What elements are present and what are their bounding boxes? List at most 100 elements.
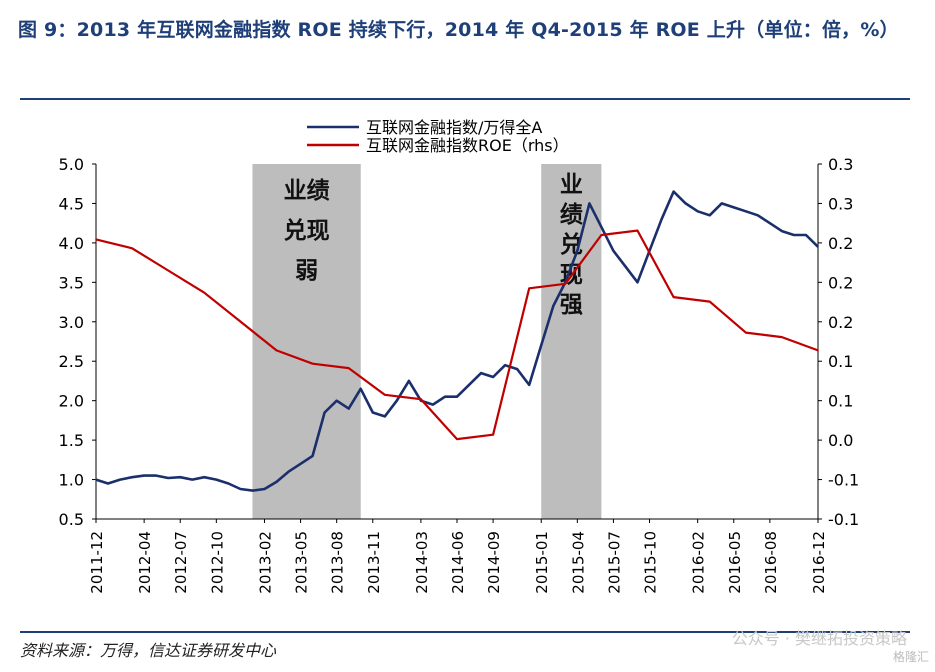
data-point [251, 489, 254, 492]
y-right-tick-label: 0.2 [828, 234, 853, 253]
data-point [444, 395, 446, 398]
chart-title: 图 9：2013 年互联网金融指数 ROE 持续下行，2014 年 Q4-201… [18, 19, 899, 41]
data-point [323, 411, 326, 414]
footer-divider [20, 631, 910, 633]
y-right-tick-label: 0.1 [828, 392, 853, 411]
data-point [275, 481, 278, 483]
y-right-tick-label: -0.1 [828, 471, 859, 490]
data-point [672, 296, 675, 298]
axes: 0.5 1.0 1.5 2.0 2.5 3.0 3.5 4.0 4.5 5.0 -0.1 -0.1 0.… [59, 155, 860, 594]
x-tick-label: 2016-08 [762, 531, 780, 594]
data-point [720, 202, 723, 205]
data-point [287, 470, 290, 473]
data-point [757, 214, 759, 217]
x-tick-label: 2012-04 [136, 531, 154, 594]
data-point [588, 202, 591, 205]
data-point [624, 265, 627, 268]
data-point [432, 403, 434, 406]
shaded-region-label: 兑现 [284, 217, 330, 244]
data-point [311, 362, 314, 365]
x-tick-label: 2013-05 [293, 531, 311, 594]
data-point [335, 399, 338, 402]
data-point [143, 474, 145, 477]
x-tick-label: 2015-04 [569, 531, 587, 594]
data-point [781, 230, 783, 232]
y-right-tick-label: 0.1 [828, 352, 853, 371]
x-tick-label: 2013-08 [329, 531, 347, 594]
x-tick-label: 2015-01 [533, 531, 551, 594]
source-note: 资料来源：万得，信达证券研发中心 [20, 641, 277, 660]
data-point [456, 395, 458, 398]
y-right-tick-label: 0.3 [828, 194, 853, 213]
data-point [239, 488, 242, 490]
data-point [95, 478, 97, 481]
data-point [347, 367, 350, 369]
data-point [793, 234, 795, 236]
data-point [612, 249, 615, 252]
y-left-tick-label: 3.5 [59, 273, 84, 292]
data-point [600, 234, 603, 236]
x-tick-label: 2014-03 [413, 531, 431, 594]
shaded-region-label: 业 [560, 172, 583, 198]
shaded-region-label: 强 [560, 292, 583, 318]
data-point [299, 462, 302, 465]
x-tick-label: 2013-11 [365, 531, 383, 594]
data-point [191, 478, 194, 481]
data-point [203, 291, 206, 294]
y-left-tick-label: 0.5 [59, 510, 84, 529]
y-left-tick-label: 2.0 [59, 392, 84, 411]
data-point [745, 331, 747, 334]
data-point [516, 368, 518, 370]
data-point [552, 305, 555, 307]
x-tick-label: 2014-06 [449, 531, 467, 594]
shaded-region-label: 业绩 [284, 177, 330, 204]
shaded-region-label: 绩 [560, 201, 583, 228]
data-point [179, 476, 182, 478]
x-tick-label: 2016-02 [690, 531, 708, 594]
x-tick-label: 2014-09 [485, 531, 503, 594]
x-tick-label: 2013-02 [256, 531, 274, 594]
y-right-tick-label: 0.2 [828, 273, 853, 292]
data-point [347, 407, 350, 410]
y-right-tick-label: 0.2 [828, 313, 853, 332]
data-point [263, 488, 266, 490]
y-right-tick-label: 0.0 [828, 431, 853, 450]
data-point [215, 478, 218, 481]
data-point [672, 190, 675, 193]
legend-label: 互联网金融指数/万得全A [366, 118, 542, 137]
data-point [384, 393, 386, 396]
data-point [227, 482, 230, 485]
x-tick-label: 2015-10 [642, 531, 660, 594]
data-point [396, 399, 398, 402]
shaded-region [541, 164, 602, 519]
data-point [805, 234, 807, 236]
series-lines [95, 190, 819, 492]
data-point [708, 214, 711, 217]
data-point [817, 246, 819, 248]
data-point [696, 210, 699, 213]
shaded-region-label: 弱 [295, 258, 318, 284]
series-line-roe [95, 229, 819, 441]
data-point [600, 226, 603, 228]
y-left-tick-label: 4.0 [59, 234, 84, 253]
data-point [384, 415, 386, 418]
data-point [769, 222, 771, 224]
y-left-tick-label: 5.0 [59, 155, 84, 174]
x-tick-label: 2012-07 [172, 531, 190, 594]
data-point [528, 287, 530, 290]
data-point [167, 269, 169, 272]
data-point [371, 411, 374, 414]
data-point [107, 482, 109, 485]
data-point [468, 384, 470, 386]
y-left-tick-label: 4.5 [59, 194, 84, 213]
y-left-tick-label: 2.5 [59, 352, 84, 371]
data-point [708, 300, 711, 303]
data-point [576, 249, 579, 252]
data-point [131, 247, 133, 250]
y-left-tick-label: 3.0 [59, 313, 84, 332]
data-point [167, 477, 169, 479]
y-left-tick-label: 1.0 [59, 471, 84, 490]
data-point [155, 474, 157, 477]
